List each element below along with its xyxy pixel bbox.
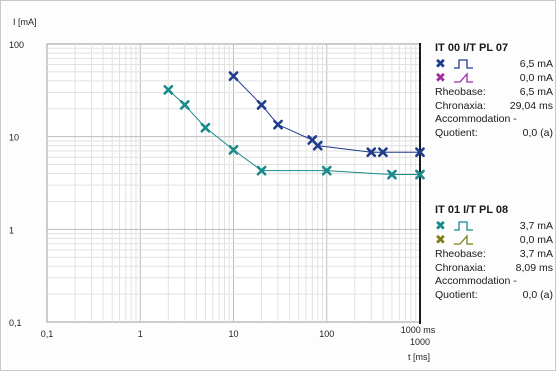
data-point-marker <box>256 100 267 110</box>
legend-row-rect: ✖ 6,5 mA <box>435 57 553 71</box>
data-point-marker <box>179 100 190 110</box>
quotient-value: 0,0 (a) <box>522 289 553 301</box>
rheobase-label: Rheobase: <box>435 86 486 98</box>
quotient-value: 0,0 (a) <box>522 127 553 139</box>
data-point-marker <box>200 122 211 133</box>
cross-marker-icon: ✖ <box>435 232 446 247</box>
data-point-marker <box>256 165 267 176</box>
chronaxia-label: Chronaxia: <box>435 100 486 112</box>
data-point-marker <box>273 119 283 130</box>
chronaxia-value: 8,09 ms <box>515 262 553 274</box>
triangle-pulse-icon <box>454 72 473 83</box>
legend-value: 0,0 mA <box>519 234 553 246</box>
y-tick-label: 0,1 <box>9 318 22 328</box>
legend-title: IT 01 I/T PL 08 <box>435 204 509 216</box>
rect-pulse-icon <box>454 221 473 231</box>
quotient-label: Quotient: <box>435 289 478 301</box>
data-point-marker <box>387 169 397 180</box>
accommodation-label: Accommodation - <box>435 275 517 287</box>
legend-value: 6,5 mA <box>519 58 553 70</box>
x-tick-label: 100 <box>319 329 334 339</box>
accommodation-label: Accommodation - <box>435 113 517 125</box>
data-point-marker <box>415 147 425 158</box>
x-end-label: 1000 ms <box>401 325 436 335</box>
chronaxia-row: Chronaxia: 29,04 ms <box>435 99 553 113</box>
data-point-marker <box>415 169 425 180</box>
rheobase-row: Rheobase: 3,7 mA <box>435 247 553 261</box>
rheobase-value: 3,7 mA <box>519 248 553 260</box>
y-axis-label: I [mA] <box>13 17 37 27</box>
data-point-marker <box>312 140 323 151</box>
data-point-marker <box>228 144 239 155</box>
triangle-pulse-icon <box>454 234 473 245</box>
y-tick-label: 10 <box>9 133 19 143</box>
legend-row-rect: ✖ 3,7 mA <box>435 219 553 233</box>
x-tick-label: 10 <box>228 329 238 339</box>
quotient-row: Quotient: 0,0 (a) <box>435 126 553 140</box>
quotient-row: Quotient: 0,0 (a) <box>435 288 553 302</box>
quotient-label: Quotient: <box>435 127 478 139</box>
chronaxia-label: Chronaxia: <box>435 262 486 274</box>
rheobase-value: 6,5 mA <box>519 86 553 98</box>
chronaxia-value: 29,04 ms <box>509 100 553 112</box>
data-point-marker <box>366 147 377 158</box>
rheobase-label: Rheobase: <box>435 248 486 260</box>
rect-pulse-icon <box>454 59 473 69</box>
data-point-marker <box>228 71 239 82</box>
data-point-marker <box>321 165 332 176</box>
legend-block-it00: IT 00 I/T PL 07 ✖ 6,5 mA ✖ 0,0 mA Rheoba… <box>435 42 553 140</box>
y-tick-label: 1 <box>9 225 14 235</box>
x-tick-label: 1 <box>138 329 143 339</box>
rheobase-row: Rheobase: 6,5 mA <box>435 85 553 99</box>
legend-block-it01: IT 01 I/T PL 08 ✖ 3,7 mA ✖ 0,0 mA Rheoba… <box>435 204 553 302</box>
x-tick-label: 1000 <box>410 337 430 347</box>
data-point-marker <box>163 84 174 95</box>
legend-value: 0,0 mA <box>519 72 553 84</box>
legend-row-triangle: ✖ 0,0 mA <box>435 233 553 247</box>
cross-marker-icon: ✖ <box>435 218 446 233</box>
data-point-marker <box>377 147 388 158</box>
y-tick-label: 100 <box>9 40 24 50</box>
x-tick-label: 0,1 <box>41 329 54 339</box>
x-axis-label: t [ms] <box>408 352 430 362</box>
chronaxia-row: Chronaxia: 8,09 ms <box>435 261 553 275</box>
legend-title: IT 00 I/T PL 07 <box>435 42 509 54</box>
legend-row-triangle: ✖ 0,0 mA <box>435 71 553 85</box>
cross-marker-icon: ✖ <box>435 56 446 71</box>
cross-marker-icon: ✖ <box>435 70 446 85</box>
legend-value: 3,7 mA <box>519 220 553 232</box>
